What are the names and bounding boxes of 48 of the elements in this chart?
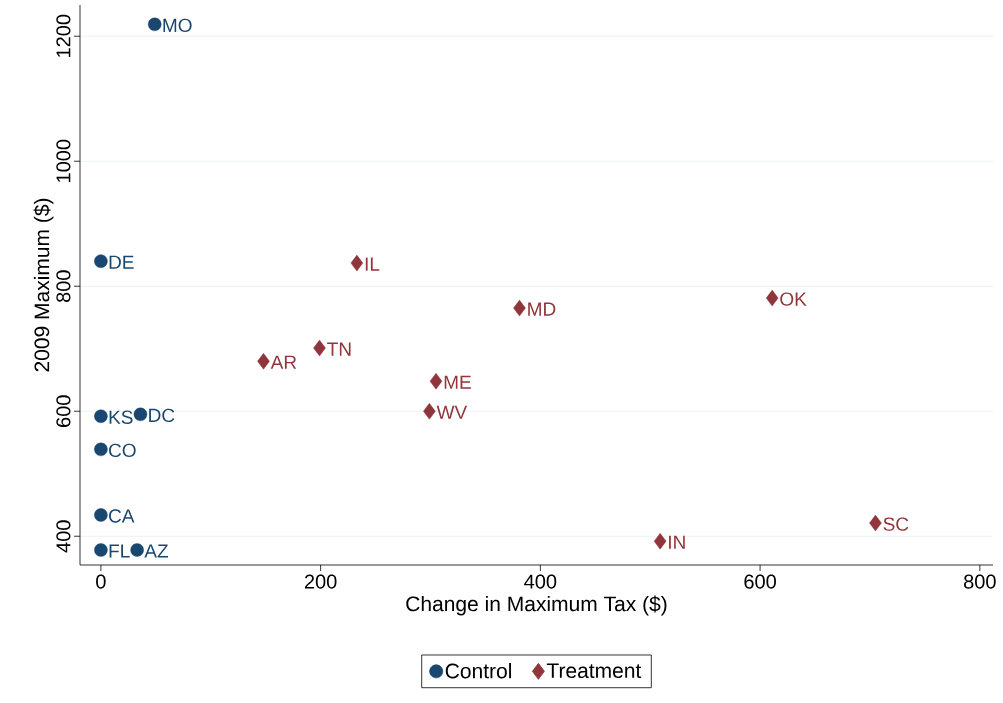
annotation: OK (780, 292, 807, 306)
point (130, 543, 144, 557)
y-tick-label: 600 (56, 395, 71, 427)
point (350, 254, 364, 272)
x-tick-label: 400 (524, 574, 557, 589)
x-tick-label: 800 (964, 574, 996, 589)
annotation: MO (163, 18, 192, 33)
point (765, 289, 779, 307)
annotation: IN (669, 535, 685, 549)
point (133, 407, 148, 422)
annotation: TN (327, 342, 351, 356)
annotation: MD (528, 302, 556, 316)
point (94, 508, 108, 522)
point (313, 339, 326, 357)
annotation: AZ (144, 544, 169, 558)
annotation: CO (109, 443, 136, 458)
x-tick-label: 0 (96, 574, 106, 589)
legend-label: Control (445, 662, 511, 679)
annotation: AR (270, 355, 297, 369)
annotation: DC (149, 408, 175, 423)
annotation: IL (365, 257, 380, 271)
annotation: SC (883, 517, 909, 531)
annotation: DE (109, 255, 134, 269)
x-tick-label: 600 (744, 574, 776, 589)
point (94, 442, 108, 457)
annotation: KS (109, 410, 133, 424)
annotation: CA (109, 509, 135, 523)
annotation: FL (109, 544, 130, 558)
x-tick-label: 200 (304, 574, 337, 589)
point (423, 403, 436, 420)
annotation: WV (436, 405, 468, 419)
y-tick-label: 400 (56, 520, 71, 553)
point (513, 299, 526, 317)
annotation: ME (444, 375, 471, 389)
point (94, 409, 108, 423)
point (94, 254, 108, 268)
y-tick-label: 1200 (56, 14, 71, 57)
point (869, 514, 882, 532)
point (148, 17, 162, 32)
point (94, 543, 108, 557)
point (653, 533, 667, 550)
x-axis-title: Change in Maximum Tax ($) (406, 595, 667, 616)
y-axis-title: 2009 Maximum ($) (33, 198, 54, 372)
y-tick-label: 800 (56, 270, 71, 303)
point (257, 353, 270, 370)
legend-label: Treatment (546, 663, 642, 679)
point (429, 373, 443, 390)
y-tick-label: 1000 (56, 139, 71, 182)
